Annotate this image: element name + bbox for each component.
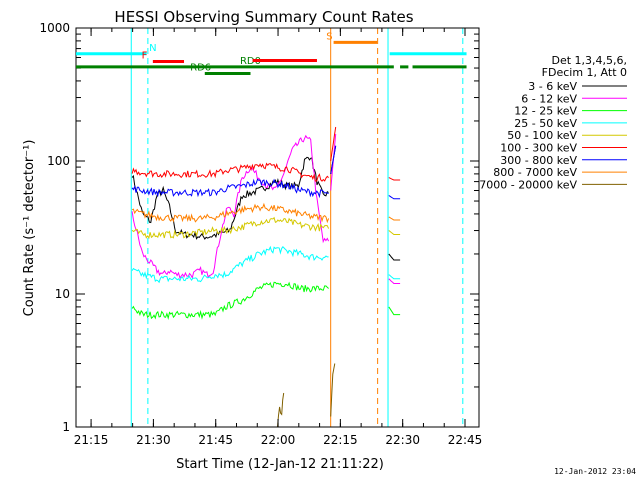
series-25-50-kev	[131, 245, 401, 284]
legend-entry-label: 6 - 12 keV	[521, 92, 577, 105]
y-axis-label: Count Rate (s⁻¹ detector⁻¹)	[22, 140, 37, 317]
flag-s-4: S	[326, 31, 378, 44]
series-line-segment	[131, 281, 329, 321]
flag-label: RD0	[240, 56, 261, 67]
series-300-800-kev	[131, 145, 401, 200]
x-tick-label: 21:15	[74, 433, 109, 447]
legend-entry-label: 25 - 50 keV	[514, 117, 577, 130]
series-line-segment	[277, 392, 285, 427]
series-line-segment	[330, 126, 337, 162]
legend: Det 1,3,4,5,6,FDecim 1, Att 03 - 6 keV6 …	[479, 54, 627, 191]
x-tick-label: 22:30	[385, 433, 420, 447]
series-line-segment	[131, 202, 330, 224]
series-line-segment	[388, 274, 401, 280]
series-line-segment	[388, 278, 401, 284]
y-tick-label: 1	[62, 420, 70, 434]
series-line-segment	[330, 363, 336, 417]
flag-label: N	[149, 43, 156, 54]
chart-title: HESSI Observing Summary Count Rates	[114, 8, 413, 26]
x-tick-label: 21:45	[198, 433, 233, 447]
y-tick-label: 100	[47, 154, 70, 168]
series-800-7000-kev	[131, 202, 401, 224]
series-line-segment	[388, 177, 401, 181]
x-axis-label: Start Time (12-Jan-12 21:11:22)	[176, 457, 384, 472]
series-line-segment	[388, 306, 401, 316]
plot-frame	[75, 27, 480, 428]
series-line-segment	[131, 156, 329, 240]
legend-header: FDecim 1, Att 0	[542, 66, 627, 79]
legend-entry-label: 300 - 800 keV	[500, 154, 577, 167]
flag-label: F	[142, 50, 148, 61]
series-12-25-kev	[131, 281, 401, 321]
x-axis: 21:15 21:30 21:45 22:00 22:15 22:30 22:45	[74, 28, 483, 447]
series-line-segment	[131, 162, 329, 182]
legend-entry-label: 50 - 100 keV	[507, 129, 577, 142]
series-line-segment	[131, 178, 329, 199]
flag-rd0-2: RD0	[76, 56, 467, 69]
legend-header: Det 1,3,4,5,6,	[551, 54, 627, 67]
flag-rd6-3: RD6	[190, 62, 251, 75]
series-3-6-kev	[131, 145, 401, 261]
series-line-segment	[388, 195, 401, 200]
x-tick-label: 22:45	[448, 433, 483, 447]
flag-f-1: F	[142, 50, 185, 63]
legend-entry-label: 100 - 300 keV	[500, 142, 577, 155]
x-tick-label: 22:15	[323, 433, 358, 447]
legend-entry-label: 3 - 6 keV	[528, 80, 577, 93]
flag-label: RD6	[190, 62, 211, 73]
series-line-segment	[330, 145, 337, 174]
legend-entry-label: 12 - 25 keV	[514, 105, 577, 118]
series-line-segment	[388, 230, 401, 235]
flag-n-0: N	[76, 43, 467, 56]
y-tick-label: 10	[55, 287, 70, 301]
series-line-segment	[131, 216, 330, 240]
y-tick-label: 1000	[39, 21, 70, 35]
series-line-segment	[131, 134, 330, 280]
series-50-100-kev	[131, 216, 401, 240]
legend-entry-label: 800 - 7000 keV	[493, 166, 577, 179]
series-line-segment	[388, 253, 401, 261]
series-100-300-kev	[131, 126, 401, 182]
timestamp: 12-Jan-2012 23:04	[554, 467, 636, 476]
y-axis: 1 10 100 1000	[39, 21, 479, 434]
x-tick-label: 21:30	[136, 433, 171, 447]
legend-entry-label: 7000 - 20000 keV	[479, 178, 577, 191]
series-line-segment	[388, 216, 401, 221]
series-line-segment	[131, 245, 329, 284]
series-7000-20000-kev	[277, 363, 336, 427]
x-tick-label: 22:00	[261, 433, 296, 447]
flag-label: S	[326, 31, 332, 42]
